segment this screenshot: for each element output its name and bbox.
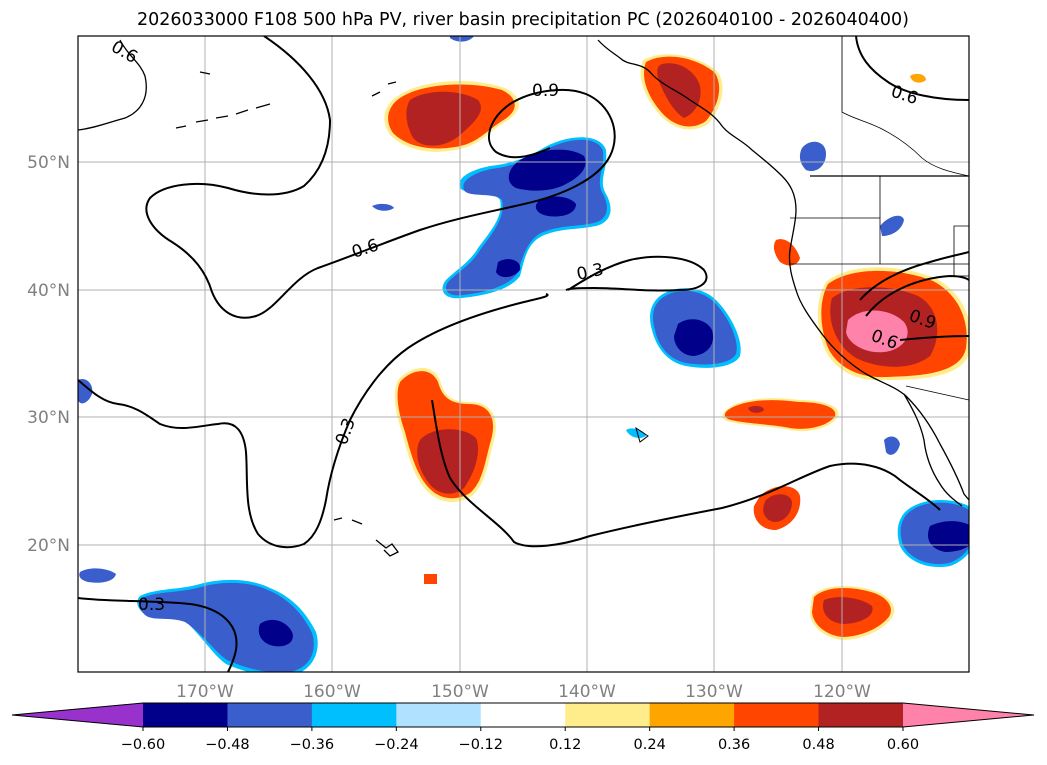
- colorbar-tick-label: 0.24: [634, 737, 666, 753]
- precip-blob-california: [817, 267, 969, 381]
- lon-label: 170°W: [176, 682, 234, 702]
- colorbar-tick-label: −0.24: [374, 737, 418, 753]
- state-border-box: [953, 225, 969, 277]
- colorbar-tick-label: −0.36: [290, 737, 334, 753]
- pv-contour-0.6: [145, 36, 616, 319]
- lon-label: 140°W: [558, 682, 616, 702]
- precip-blob-tropical-east: [810, 586, 895, 640]
- colorbar-tick-label: −0.60: [121, 737, 165, 753]
- contour-label: 0.9: [532, 81, 559, 101]
- lat-label: 20°N: [27, 536, 70, 556]
- colorbar-segment: [565, 703, 651, 727]
- alaska-islands: [199, 71, 397, 97]
- coastlines: [78, 36, 969, 557]
- colorbar-segment: [480, 703, 566, 727]
- pv-contour-0.6-canada: [855, 36, 969, 101]
- colorbar-tick-label: 0.12: [549, 737, 581, 753]
- precip-blob-bc-coast: [640, 54, 723, 130]
- pv-contour-0.3: [78, 293, 549, 549]
- contour-label: 0.3: [138, 595, 165, 615]
- precip-blob-subtropical-small: [753, 486, 801, 530]
- precip-blob-small-neg: [78, 36, 904, 455]
- precip-blob-hawaii-north: [394, 367, 496, 502]
- small-island: [635, 426, 649, 443]
- lon-label: 120°W: [813, 682, 871, 702]
- lon-label: 130°W: [685, 682, 743, 702]
- colorbar-tick-label: −0.12: [459, 737, 503, 753]
- lon-label: 160°W: [303, 682, 361, 702]
- colorbar-tick-label: −0.48: [205, 737, 249, 753]
- colorbar-segment: [649, 703, 735, 727]
- figure-title: 2026033000 F108 500 hPa PV, river basin …: [137, 10, 909, 30]
- lat-label: 40°N: [27, 281, 70, 301]
- us-mexico-border: [905, 385, 969, 401]
- pv-contour-0.3-east: [565, 255, 708, 292]
- lat-label: 50°N: [27, 153, 70, 173]
- map-panel: 0.6 0.9 0.6 0.3 0.3 0.3 0.6 0.9 0.6: [77, 35, 970, 673]
- precip-blob-baja-offshore: [722, 398, 839, 432]
- map-background: [78, 36, 969, 672]
- canada-province-borders: [841, 36, 969, 177]
- colorbar-extend-low: [12, 703, 143, 727]
- colorbar-segment: [396, 703, 482, 727]
- precip-blob-baja-neg: [897, 499, 969, 567]
- lon-label: 150°W: [431, 682, 489, 702]
- map-frame: [77, 35, 970, 673]
- precip-blob-oregon: [773, 239, 800, 266]
- precip-blob-tiny-pos: [424, 73, 926, 584]
- colorbar-extend-high: [903, 703, 1034, 727]
- colorbar-segment: [143, 703, 228, 727]
- colorbar-tick-label: 0.48: [802, 737, 834, 753]
- colorbar-segment: [311, 703, 397, 727]
- colorbar-segment: [227, 703, 313, 727]
- aleutian-islands: [175, 103, 271, 129]
- us-state-borders: [790, 176, 969, 265]
- precip-blob-gulf-of-alaska-neg: [442, 137, 611, 299]
- map-content: 0.6 0.9 0.6 0.3 0.3 0.3 0.6 0.9 0.6: [78, 36, 969, 672]
- pv-contour-0.3-south: [431, 399, 941, 548]
- positive-precip-areas: [384, 54, 969, 640]
- baja-peninsula: [903, 393, 963, 507]
- longitude-labels: 170°W 160°W 150°W 140°W 130°W 120°W: [176, 682, 871, 702]
- hawaiian-islands: [333, 517, 399, 557]
- alaska-coast: [78, 39, 147, 131]
- pv-contours: [78, 36, 969, 672]
- colorbar-segment: [734, 703, 820, 727]
- colorbar-tick-label: 0.36: [718, 737, 750, 753]
- north-america-coast: [597, 39, 969, 501]
- precip-blob-central-pacific-neg: [650, 288, 741, 368]
- precip-blob-north-pacific-pos: [384, 81, 519, 152]
- lat-label: 30°N: [27, 408, 70, 428]
- colorbar-tick-label: 0.60: [887, 737, 919, 753]
- pv-contour-0.3-southwest: [78, 597, 238, 672]
- latitude-labels: 50°N 40°N 30°N 20°N: [27, 153, 70, 556]
- colorbar: −0.60 −0.48 −0.36 −0.24 −0.12 0.12 0.24 0.36 0.4…: [11, 702, 1035, 753]
- colorbar-segment: [818, 703, 904, 727]
- pv-contour-california: [859, 251, 969, 341]
- gridlines: [78, 36, 969, 672]
